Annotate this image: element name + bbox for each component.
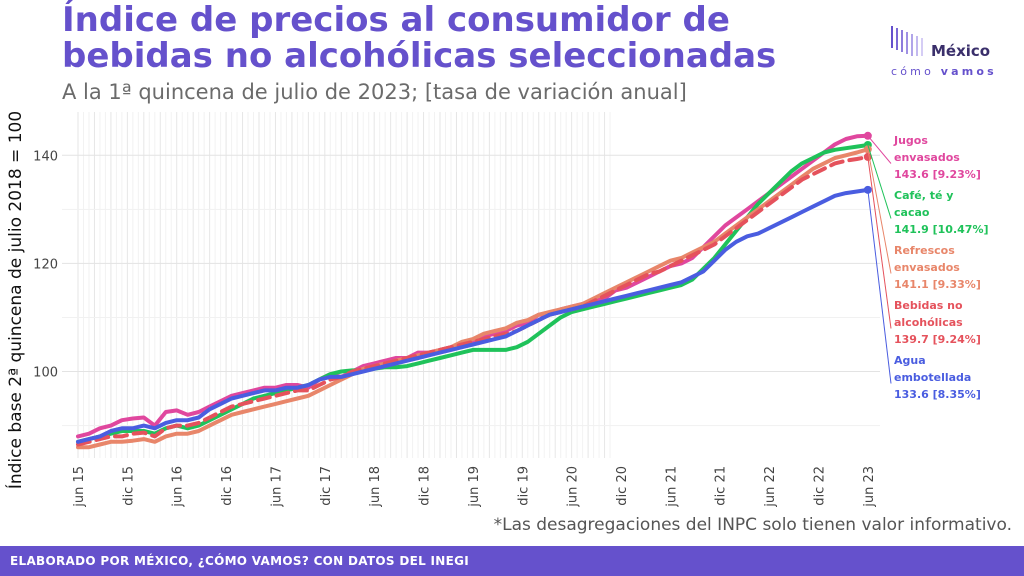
series-line [76,143,870,444]
x-tick-label: dic 22 [812,466,827,506]
axis-ticks: 100 120 140 jun 15 dic 15 jun 16 dic 16 jun 17 d… [33,149,877,508]
series-label: alcohólicas [894,316,963,329]
x-tick-label: jun 15 [72,466,87,508]
chart-title: Índice de precios al consumidor de bebid… [62,0,777,76]
grid-lines [62,112,880,458]
logo-sub-a: cómo [891,65,935,78]
series-labels: Jugos envasados 143.6 [9.23%] Café, té y cac… [867,134,989,401]
series-label: envasados [894,151,960,164]
series-lines [76,131,872,450]
footer-bar: ELABORADO POR MÉXICO, ¿CÓMO VAMOS? CON D… [0,546,1024,576]
chart-subtitle: A la 1ª quincena de julio de 2023; [tasa… [62,80,687,104]
x-tick-label: dic 21 [714,466,729,506]
x-tick-label: jun 22 [763,466,778,508]
x-tick-label: dic 20 [615,466,630,506]
series-label: envasados [894,261,960,274]
series-label: Refrescos [894,244,955,257]
label-leader-line [867,135,892,164]
logo-word: México [931,42,991,60]
x-tick-label: dic 17 [319,466,334,506]
series-label: Café, té y [894,189,953,202]
series-label: 141.9 [10.47%] [894,223,989,236]
x-tick-label: dic 15 [121,466,136,506]
label-leader-line [867,189,892,384]
label-leader-line [867,144,892,219]
series-label: Jugos [893,134,928,147]
x-tick-label: jun 23 [862,466,877,508]
series-line [76,147,870,450]
x-tick-label: jun 17 [269,466,284,508]
series-line [76,133,870,439]
logo-sub-b: vamos [940,65,997,78]
line-chart: Jugos envasados 143.6 [9.23%] Café, té y cac… [4,111,989,508]
x-tick-label: jun 19 [467,466,482,508]
footnote: *Las desagregaciones del INPC solo tiene… [493,515,1012,535]
x-tick-label: dic 19 [516,466,531,506]
y-axis-title: Índice base 2ª quincena de julio 2018 = … [4,111,26,489]
label-leader-line [867,156,892,329]
logo-subtitle: cómo vamos [891,65,997,78]
y-tick-label: 120 [33,257,58,272]
series-line [76,187,870,444]
x-tick-label: dic 16 [220,466,235,506]
x-tick-label: dic 18 [418,466,433,506]
y-tick-label: 140 [33,149,58,164]
label-leader-line [867,149,892,274]
logo-bars-icon [891,26,923,56]
series-line [76,154,870,447]
series-label: 141.1 [9.33%] [894,278,981,291]
series-label: embotellada [894,371,971,384]
series-label: Agua [894,354,926,367]
series-label: Bebidas no [894,299,963,312]
series-label: 133.6 [8.35%] [894,388,981,401]
x-tick-label: jun 21 [664,466,679,508]
series-label: 143.6 [9.23%] [894,168,981,181]
mexico-como-vamos-logo: México cómo vamos [885,22,1010,84]
y-tick-label: 100 [33,366,58,381]
series-label: cacao [894,206,930,219]
x-tick-label: jun 16 [171,466,186,508]
x-tick-label: jun 20 [566,466,581,508]
footer-credit: ELABORADO POR MÉXICO, ¿CÓMO VAMOS? CON D… [10,554,470,568]
x-tick-label: jun 18 [368,466,383,508]
series-label: 139.7 [9.24%] [894,333,981,346]
